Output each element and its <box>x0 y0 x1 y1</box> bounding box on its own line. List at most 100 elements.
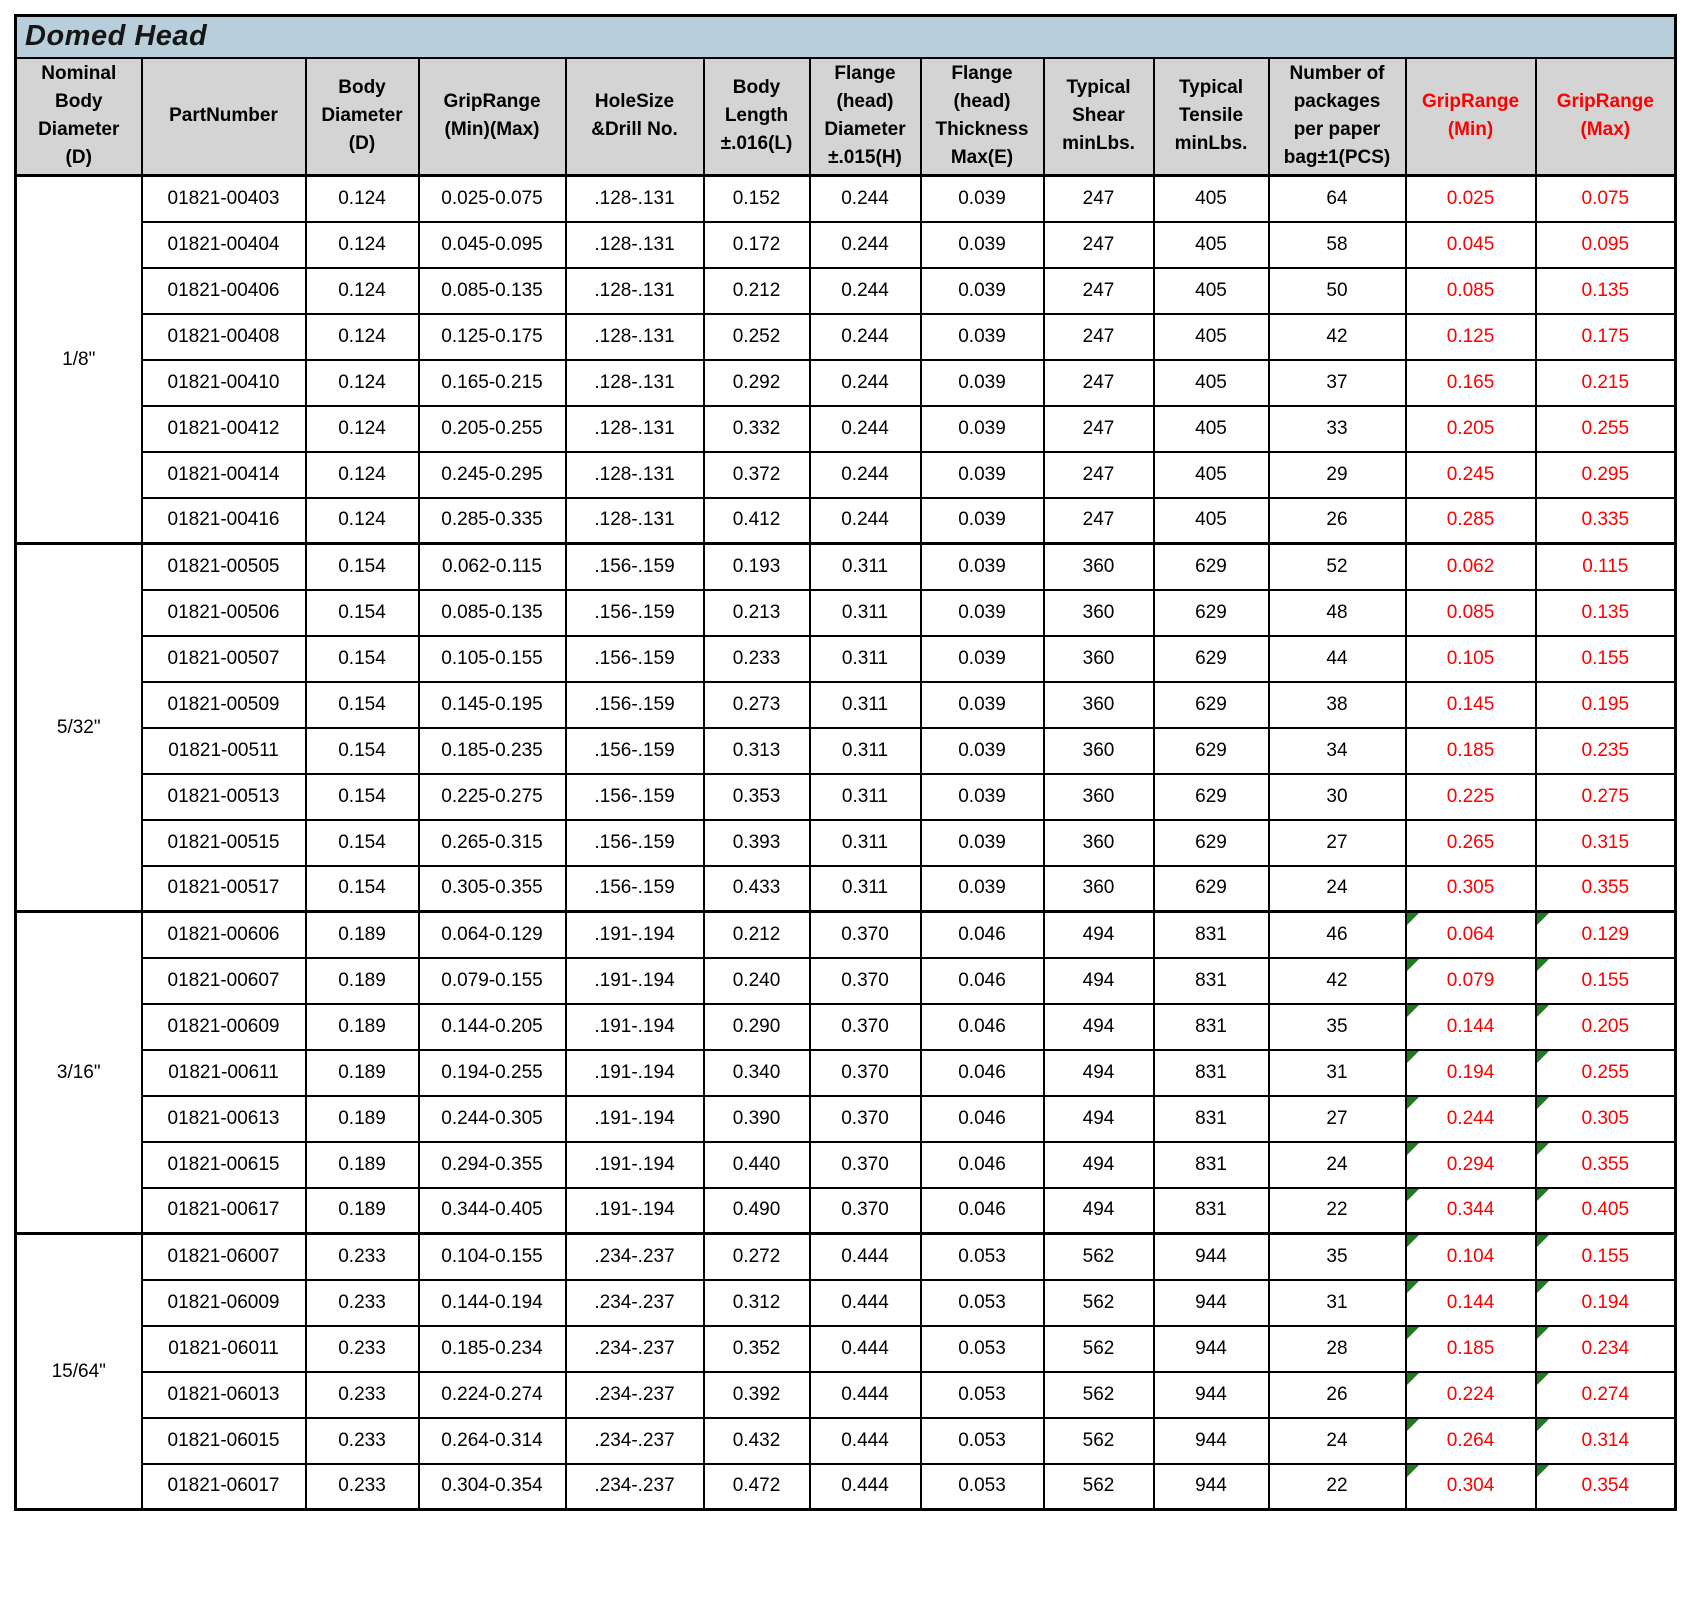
column-header-part-number: PartNumber <box>140 56 307 177</box>
cell-packages: 42 <box>1267 312 1407 361</box>
cell-grip-range: 0.194-0.255 <box>417 1048 567 1097</box>
cell-grip-max: 0.205 <box>1534 1002 1677 1051</box>
cell-grip-min: 0.125 <box>1404 312 1537 361</box>
cell-body-length: 0.240 <box>702 956 811 1005</box>
cell-grip-min: 0.185 <box>1404 726 1537 775</box>
cell-grip-min: 0.185 <box>1404 1324 1537 1373</box>
cell-part-number: 01821-06015 <box>140 1416 307 1465</box>
table-row: 01821-00517 0.154 0.305-0.355.156-.159 0.43… <box>16 864 1677 913</box>
diameter-group-label: 1/8" <box>14 174 143 545</box>
cell-body-length: 0.233 <box>702 634 811 683</box>
cell-typical-tensile: 405 <box>1152 496 1270 545</box>
cell-packages: 38 <box>1267 680 1407 729</box>
cell-packages: 28 <box>1267 1324 1407 1373</box>
cell-body-diameter: 0.124 <box>304 266 420 315</box>
cell-flange-thickness: 0.046 <box>919 1094 1045 1143</box>
cell-body-length: 0.313 <box>702 726 811 775</box>
cell-typical-tensile: 629 <box>1152 864 1270 913</box>
cell-flange-thickness: 0.039 <box>919 496 1045 545</box>
cell-body-length: 0.353 <box>702 772 811 821</box>
cell-flange-thickness: 0.039 <box>919 864 1045 913</box>
cell-part-number: 01821-00513 <box>140 772 307 821</box>
cell-flange-diameter: 0.244 <box>808 220 922 269</box>
table-row: 3/16" 01821-00606 0.189 0.064-0.129.191-.19… <box>14 910 1677 1235</box>
cell-typical-tensile: 831 <box>1152 1140 1270 1189</box>
cell-body-diameter: 0.189 <box>304 956 420 1005</box>
cell-typical-shear: 494 <box>1042 956 1155 1005</box>
table-row: 01821-00414 0.124 0.245-0.295.128-.131 0.37… <box>16 450 1677 499</box>
cell-body-diameter: 0.154 <box>304 588 420 637</box>
cell-hole-size: .156-.159 <box>564 680 705 729</box>
cell-flange-thickness: 0.046 <box>919 1186 1045 1235</box>
cell-body-diameter: 0.189 <box>304 1186 420 1235</box>
cell-part-number: 01821-06011 <box>140 1324 307 1373</box>
cell-typical-tensile: 944 <box>1152 1416 1270 1465</box>
cell-part-number: 01821-00408 <box>140 312 307 361</box>
column-header-body-diameter: Body Diameter (D) <box>304 56 420 177</box>
cell-grip-min: 0.085 <box>1404 588 1537 637</box>
cell-typical-tensile: 831 <box>1152 1002 1270 1051</box>
cell-part-number: 01821-00404 <box>140 220 307 269</box>
cell-grip-max: 0.129 <box>1534 910 1677 959</box>
cell-flange-diameter: 0.244 <box>808 450 922 499</box>
cell-typical-shear: 562 <box>1042 1324 1155 1373</box>
cell-part-number: 01821-00606 <box>140 910 307 959</box>
cell-grip-min: 0.079 <box>1404 956 1537 1005</box>
table-row: 01821-00509 0.154 0.145-0.195.156-.159 0.27… <box>16 680 1677 729</box>
cell-grip-min: 0.264 <box>1404 1416 1537 1465</box>
cell-grip-max: 0.335 <box>1534 496 1677 545</box>
cell-body-diameter: 0.124 <box>304 174 420 223</box>
cell-part-number: 01821-00617 <box>140 1186 307 1235</box>
cell-flange-thickness: 0.039 <box>919 450 1045 499</box>
cell-body-length: 0.272 <box>702 1232 811 1281</box>
column-header-flange-thickness: Flange (head) Thickness Max(E) <box>919 56 1045 177</box>
cell-body-diameter: 0.233 <box>304 1462 420 1511</box>
cell-body-diameter: 0.124 <box>304 312 420 361</box>
cell-flange-diameter: 0.311 <box>808 588 922 637</box>
cell-grip-max: 0.155 <box>1534 634 1677 683</box>
cell-body-length: 0.213 <box>702 588 811 637</box>
cell-packages: 27 <box>1267 1094 1407 1143</box>
diameter-group-label: 3/16" <box>14 910 143 1235</box>
cell-packages: 29 <box>1267 450 1407 499</box>
cell-part-number: 01821-00611 <box>140 1048 307 1097</box>
cell-part-number: 01821-06013 <box>140 1370 307 1419</box>
cell-body-length: 0.392 <box>702 1370 811 1419</box>
cell-part-number: 01821-00515 <box>140 818 307 867</box>
cell-hole-size: .191-.194 <box>564 1002 705 1051</box>
table-row: 01821-00511 0.154 0.185-0.235.156-.159 0.31… <box>16 726 1677 775</box>
cell-flange-diameter: 0.244 <box>808 312 922 361</box>
cell-part-number: 01821-06009 <box>140 1278 307 1327</box>
cell-flange-diameter: 0.370 <box>808 910 922 959</box>
cell-packages: 35 <box>1267 1002 1407 1051</box>
cell-grip-range: 0.185-0.235 <box>417 726 567 775</box>
cell-part-number: 01821-06007 <box>140 1232 307 1281</box>
cell-grip-min: 0.025 <box>1404 174 1537 223</box>
column-header-hole-size: HoleSize &Drill No. <box>564 56 705 177</box>
cell-grip-min: 0.304 <box>1404 1462 1537 1511</box>
cell-flange-diameter: 0.311 <box>808 542 922 591</box>
cell-grip-range: 0.064-0.129 <box>417 910 567 959</box>
cell-hole-size: .191-.194 <box>564 1186 705 1235</box>
cell-typical-tensile: 405 <box>1152 358 1270 407</box>
cell-hole-size: .128-.131 <box>564 266 705 315</box>
cell-grip-min: 0.294 <box>1404 1140 1537 1189</box>
cell-grip-max: 0.095 <box>1534 220 1677 269</box>
table-row: 01821-06009 0.233 0.144-0.194.234-.237 0.31… <box>16 1278 1677 1327</box>
cell-packages: 46 <box>1267 910 1407 959</box>
cell-grip-min: 0.344 <box>1404 1186 1537 1235</box>
cell-typical-shear: 360 <box>1042 818 1155 867</box>
cell-grip-max: 0.405 <box>1534 1186 1677 1235</box>
cell-part-number: 01821-00506 <box>140 588 307 637</box>
column-header-body-length: Body Length ±.016(L) <box>702 56 811 177</box>
cell-hole-size: .128-.131 <box>564 312 705 361</box>
cell-grip-min: 0.194 <box>1404 1048 1537 1097</box>
cell-packages: 34 <box>1267 726 1407 775</box>
title-row: Domed Head <box>14 14 1677 59</box>
cell-hole-size: .128-.131 <box>564 404 705 453</box>
cell-grip-range: 0.185-0.234 <box>417 1324 567 1373</box>
cell-flange-thickness: 0.039 <box>919 542 1045 591</box>
cell-flange-diameter: 0.311 <box>808 634 922 683</box>
column-header-packages-per-bag: Number of packages per paper bag±1(PCS) <box>1267 56 1407 177</box>
cell-packages: 52 <box>1267 542 1407 591</box>
